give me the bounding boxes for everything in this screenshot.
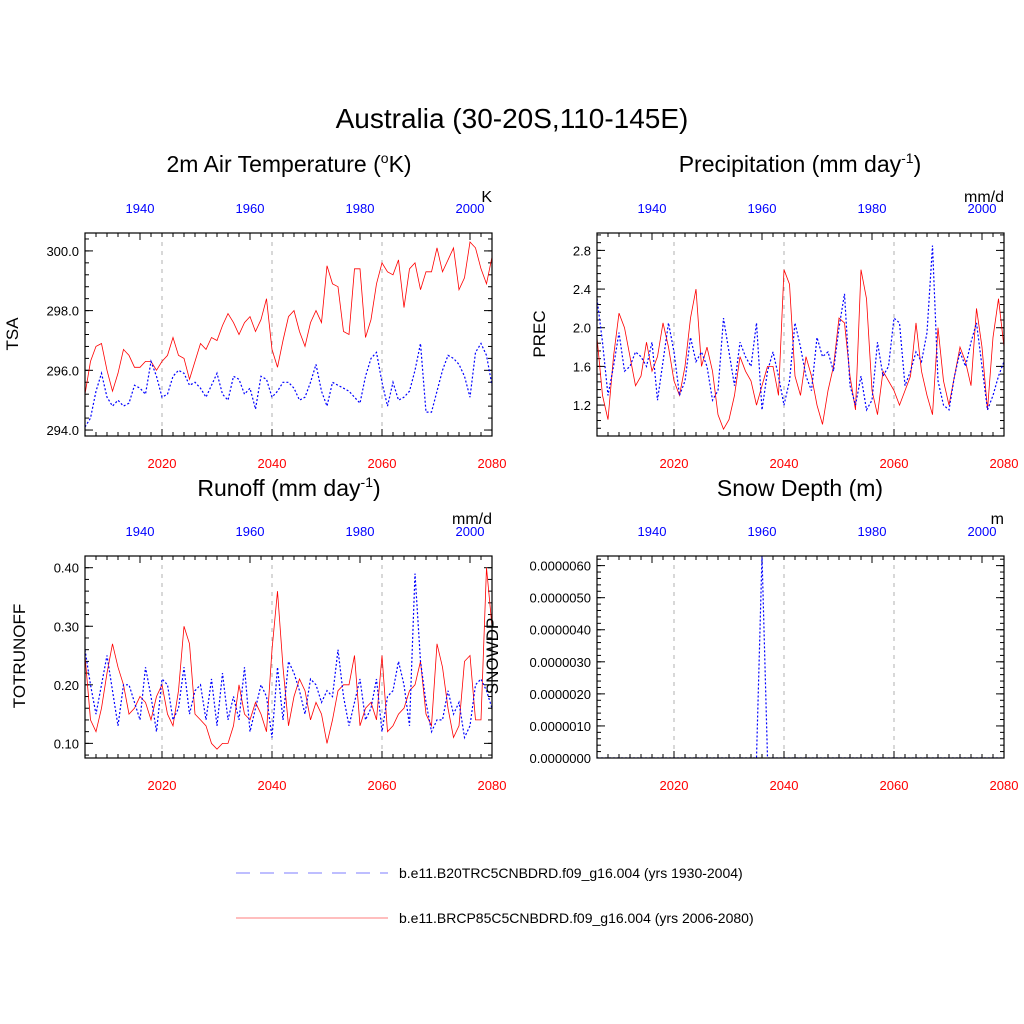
- y-axis-label: TOTRUNOFF: [10, 604, 29, 709]
- plot-frame: [596, 555, 1005, 759]
- legend-label-historical: b.e11.B20TRC5CNBDRD.f09_g16.004 (yrs 193…: [399, 865, 743, 881]
- x-tick-label-top: 1980: [346, 201, 375, 216]
- x-tick-label-top: 1980: [858, 201, 887, 216]
- x-tick-label-top: 1940: [638, 524, 667, 539]
- y-tick-label: 0.0000000: [530, 751, 591, 766]
- series-line-historical: [85, 573, 492, 740]
- unit-label: mm/d: [964, 189, 1004, 206]
- plot-frame: [596, 232, 1005, 437]
- x-tick-label-bottom: 2080: [478, 456, 507, 471]
- x-tick-label-bottom: 2080: [478, 778, 507, 793]
- y-axis-label: TSA: [3, 317, 22, 351]
- y-tick-label: 1.6: [573, 359, 591, 374]
- x-tick-label-top: 1940: [126, 201, 155, 216]
- x-tick-label-bottom: 2060: [368, 778, 397, 793]
- panel-title: Snow Depth (m): [717, 475, 883, 501]
- series-line-historical: [85, 342, 492, 428]
- x-tick-label-bottom: 2040: [770, 456, 799, 471]
- y-tick-label: 1.2: [573, 398, 591, 413]
- series-line-historical: [597, 245, 1004, 412]
- x-tick-label-bottom: 2040: [258, 778, 287, 793]
- x-tick-label-top: 1960: [748, 201, 777, 216]
- x-tick-label-bottom: 2040: [258, 456, 287, 471]
- unit-label: K: [481, 189, 492, 206]
- x-tick-label-top: 1980: [346, 524, 375, 539]
- y-tick-label: 0.0000040: [530, 623, 591, 638]
- x-tick-label-bottom: 2060: [368, 456, 397, 471]
- y-tick-label: 300.0: [46, 244, 79, 259]
- x-tick-label-top: 1960: [236, 524, 265, 539]
- series-line-future: [85, 567, 492, 750]
- plot-frame: [84, 232, 493, 437]
- y-tick-label: 0.0000020: [530, 687, 591, 702]
- y-tick-label: 0.0000060: [530, 559, 591, 574]
- plot-frame: [84, 555, 493, 759]
- panel-title: Runoff (mm day-1): [197, 474, 380, 501]
- x-tick-label-top: 1960: [236, 201, 265, 216]
- y-tick-label: 0.0000050: [530, 591, 591, 606]
- x-tick-label-top: 2000: [968, 524, 997, 539]
- y-tick-label: 294.0: [46, 423, 79, 438]
- y-tick-label: 2.0: [573, 321, 591, 336]
- x-tick-label-bottom: 2020: [148, 778, 177, 793]
- x-tick-label-top: 2000: [456, 524, 485, 539]
- x-tick-label-bottom: 2080: [990, 456, 1019, 471]
- x-tick-label-top: 1940: [638, 201, 667, 216]
- x-tick-label-top: 1980: [858, 524, 887, 539]
- legend-label-future: b.e11.BRCP85C5CNBDRD.f09_g16.004 (yrs 20…: [399, 910, 754, 926]
- x-tick-label-top: 2000: [968, 201, 997, 216]
- unit-label: mm/d: [452, 511, 492, 528]
- y-tick-label: 0.0000010: [530, 719, 591, 734]
- y-tick-label: 0.0000030: [530, 655, 591, 670]
- panel-runoff: Runoff (mm day-1) mm/d TOTRUNOFF 2020 204…: [10, 474, 506, 793]
- panel-title: 2m Air Temperature (oK): [166, 150, 411, 177]
- x-tick-label-bottom: 2020: [148, 456, 177, 471]
- panel-title: Precipitation (mm day-1): [679, 150, 922, 177]
- panel-snow-depth: Snow Depth (m) m SNOWDP 2020 2040 2060 2080…: [483, 475, 1018, 793]
- panel-temperature: 2m Air Temperature (oK) K TSA 2020 2040 20…: [3, 150, 506, 471]
- y-tick-label: 0.30: [54, 619, 79, 634]
- y-tick-label: 298.0: [46, 304, 79, 319]
- x-tick-label-bottom: 2040: [770, 778, 799, 793]
- unit-label: m: [991, 511, 1004, 528]
- series-line-historical: [597, 556, 1004, 758]
- y-tick-label: 0.10: [54, 736, 79, 751]
- y-tick-label: 0.40: [54, 561, 79, 576]
- x-tick-label-bottom: 2060: [880, 778, 909, 793]
- legend: b.e11.B20TRC5CNBDRD.f09_g16.004 (yrs 193…: [236, 865, 754, 926]
- figure-title: Australia (30-20S,110-145E): [336, 103, 689, 134]
- x-tick-label-top: 1960: [748, 524, 777, 539]
- y-tick-label: 296.0: [46, 363, 79, 378]
- x-tick-label-top: 1940: [126, 524, 155, 539]
- x-tick-label-top: 2000: [456, 201, 485, 216]
- x-tick-label-bottom: 2020: [660, 778, 689, 793]
- y-tick-label: 2.4: [573, 282, 591, 297]
- x-tick-label-bottom: 2080: [990, 778, 1019, 793]
- y-tick-label: 0.20: [54, 678, 79, 693]
- series-line-future: [85, 241, 492, 395]
- x-tick-label-bottom: 2020: [660, 456, 689, 471]
- y-tick-label: 2.8: [573, 243, 591, 258]
- x-tick-label-bottom: 2060: [880, 456, 909, 471]
- y-axis-label: PREC: [530, 310, 549, 357]
- panel-precipitation: Precipitation (mm day-1) mm/d PREC 2020 2…: [530, 150, 1018, 471]
- series-line-future: [597, 269, 1004, 431]
- y-axis-label: SNOWDP: [483, 618, 502, 695]
